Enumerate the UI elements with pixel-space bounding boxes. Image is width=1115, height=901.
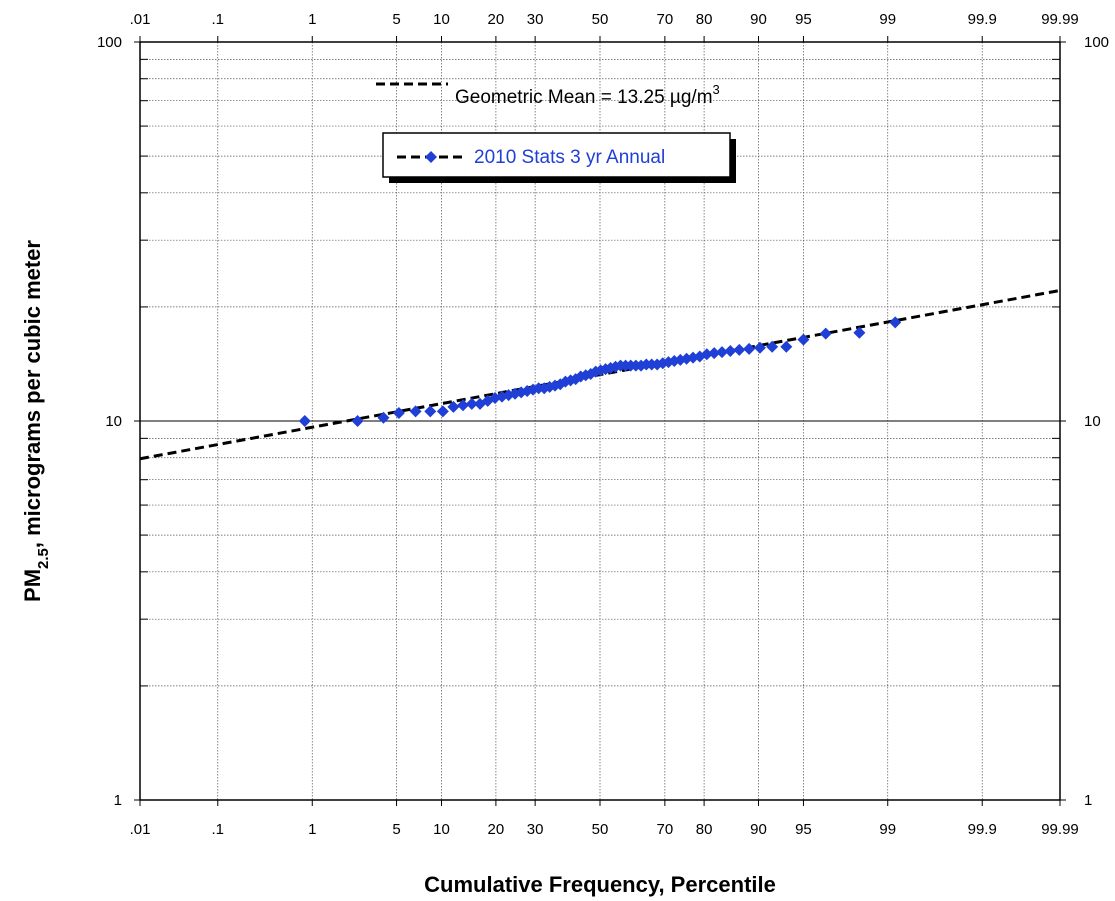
legend-label: 2010 Stats 3 yr Annual (474, 147, 665, 168)
x-tick-label: 70 (657, 821, 674, 838)
x-tick-label: 99.9 (968, 821, 997, 838)
x-tick-label: 90 (750, 821, 767, 838)
data-point (853, 326, 866, 339)
y-tick-label: 10 (105, 413, 122, 430)
x-tick-label: 80 (696, 821, 713, 838)
x-tick-label-top: 50 (592, 11, 609, 28)
legend: 2010 Stats 3 yr Annual (382, 132, 736, 183)
x-tick-label: .01 (130, 821, 151, 838)
geometric-mean-annotation: Geometric Mean = 13.25 µg/m3 (376, 82, 720, 108)
data-point (298, 415, 311, 427)
x-tick-label-top: 95 (795, 11, 812, 28)
x-tick-label: 95 (795, 821, 812, 838)
data-point (377, 411, 390, 424)
data-point (708, 347, 721, 360)
data-point (889, 316, 902, 329)
tick-labels: .01 .01 .1 .1 1 1 5 5 10 10 20 20 30 30 50 50 70 70 80 80 90… (97, 11, 1109, 838)
x-tick-label: 99 (879, 821, 896, 838)
x-tick-label: 99.99 (1041, 821, 1079, 838)
x-tick-label-top: 70 (657, 11, 674, 28)
data-point (766, 340, 779, 353)
data-point (733, 343, 746, 356)
x-tick-label-top: 20 (488, 11, 505, 28)
data-point (780, 340, 793, 353)
x-tick-label: 5 (392, 821, 400, 838)
data-point (753, 341, 766, 354)
data-point (797, 333, 810, 346)
data-point (351, 415, 364, 427)
y-axis-title: PM2.5, micrograms per cubic meter (20, 240, 52, 602)
data-point (715, 346, 728, 359)
x-tick-label: 30 (527, 821, 544, 838)
x-tick-label-top: 90 (750, 11, 767, 28)
x-tick-label-top: .01 (130, 11, 151, 28)
y-tick-label-right: 100 (1084, 34, 1109, 51)
data-point (819, 327, 832, 340)
x-tick-label: 20 (488, 821, 505, 838)
x-tick-label-top: 30 (527, 11, 544, 28)
data-point (465, 397, 478, 410)
legend-box (382, 132, 731, 178)
y-tick-label: 1 (114, 792, 122, 809)
x-tick-label-top: 99 (879, 11, 896, 28)
data-point (456, 399, 469, 412)
legend-marker (425, 151, 437, 163)
data-points (298, 316, 902, 427)
x-tick-label-top: 99.99 (1041, 11, 1079, 28)
annotation-text: Geometric Mean = 13.25 µg/m3 (455, 82, 720, 108)
x-tick-label: .1 (212, 821, 225, 838)
x-tick-label: 50 (592, 821, 609, 838)
data-point (700, 348, 713, 361)
x-tick-label: 10 (433, 821, 450, 838)
x-tick-label-top: 5 (392, 11, 400, 28)
y-tick-label-right: 1 (1084, 792, 1092, 809)
annotation-main: Geometric Mean = 13.25 µg/m (455, 87, 713, 108)
x-axis-title: Cumulative Frequency, Percentile (424, 872, 776, 897)
data-point (724, 345, 737, 358)
y-tick-label: 100 (97, 34, 122, 51)
y-tick-label-right: 10 (1084, 413, 1101, 430)
data-point (743, 342, 756, 355)
x-tick-label-top: 10 (433, 11, 450, 28)
x-tick-label-top: 99.9 (968, 11, 997, 28)
data-point (447, 400, 460, 413)
y-axis-title-prefix: PM (20, 569, 45, 602)
data-point (424, 405, 437, 418)
x-tick-label-top: .1 (212, 11, 225, 28)
x-tick-label-top: 80 (696, 11, 713, 28)
data-point (409, 405, 422, 418)
y-axis-title-subscript: 2.5 (35, 548, 52, 569)
x-tick-label: 1 (308, 821, 316, 838)
x-tick-label-top: 1 (308, 11, 316, 28)
data-point (436, 405, 449, 418)
y-axis-title-suffix: , micrograms per cubic meter (20, 240, 45, 549)
annotation-superscript: 3 (713, 82, 720, 97)
data-point (392, 406, 405, 419)
